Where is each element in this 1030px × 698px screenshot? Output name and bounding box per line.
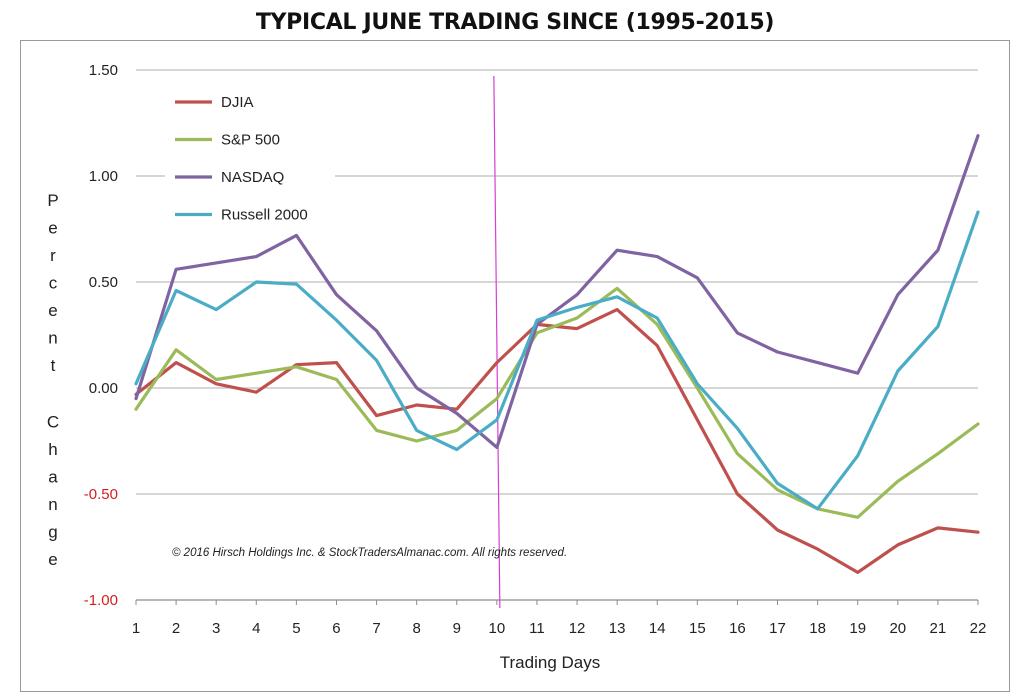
x-tick-label: 1 — [132, 620, 140, 637]
x-axis-ticks: 1 2 3 4 5 6 7 8 9 10 11 12 13 14 15 16 17 18 19 20 21 22 — [132, 600, 987, 637]
x-tick-label: 11 — [529, 620, 545, 637]
y-axis-label-char: C — [47, 413, 59, 432]
x-tick-label: 18 — [809, 620, 826, 637]
marker-line — [493, 75, 501, 609]
legend-background — [165, 82, 335, 227]
y-axis-label-char: n — [48, 495, 57, 514]
x-tick-label: 16 — [729, 620, 746, 637]
y-axis-label-char: n — [48, 329, 57, 348]
x-tick-label: 12 — [569, 620, 586, 637]
x-tick-label: 5 — [292, 620, 300, 637]
series-line-nasdaq — [134, 134, 980, 449]
series-line-russell-2000 — [134, 210, 980, 511]
y-axis-label-char: P — [47, 191, 58, 210]
y-tick-label: 1.50 — [89, 62, 118, 79]
y-axis-ticks: 1.50 1.00 0.50 0.00 -0.50 -1.00 — [84, 62, 118, 609]
legend: DJIA S&P 500 NASDAQ Russell 2000 — [175, 94, 308, 224]
legend-label: Russell 2000 — [221, 207, 308, 224]
series-lines — [134, 134, 980, 575]
x-tick-label: 6 — [332, 620, 340, 637]
x-tick-label: 22 — [970, 620, 987, 637]
y-tick-label: -1.00 — [84, 592, 118, 609]
y-axis-label-char: e — [48, 550, 57, 569]
y-axis-label-char: e — [48, 219, 57, 238]
series-line-s-p-500 — [134, 286, 980, 519]
day-marker — [493, 75, 501, 609]
y-tick-label: 0.50 — [89, 274, 118, 291]
y-axis-label-char: g — [48, 523, 57, 542]
legend-label: NASDAQ — [221, 169, 284, 186]
legend-label: S&P 500 — [221, 132, 280, 149]
y-tick-label: -0.50 — [84, 486, 118, 503]
x-tick-label: 13 — [609, 620, 626, 637]
y-axis-label-char: h — [48, 440, 57, 459]
legend-box — [165, 82, 335, 227]
y-axis-label-char: e — [48, 301, 57, 320]
x-tick-label: 3 — [212, 620, 220, 637]
y-tick-label: 1.00 — [89, 168, 118, 185]
x-tick-label: 9 — [453, 620, 461, 637]
x-tick-label: 15 — [689, 620, 706, 637]
x-tick-label: 2 — [172, 620, 180, 637]
chart-title: TYPICAL JUNE TRADING SINCE (1995-2015) — [255, 10, 775, 35]
x-axis-label: Trading Days — [500, 653, 600, 672]
y-axis-label-char: c — [49, 274, 58, 293]
x-tick-label: 20 — [889, 620, 906, 637]
x-tick-label: 8 — [412, 620, 420, 637]
legend-label: DJIA — [221, 94, 254, 111]
y-tick-label: 0.00 — [89, 380, 118, 397]
x-tick-label: 19 — [849, 620, 866, 637]
y-axis-label-char: a — [48, 468, 58, 487]
series-line-djia — [134, 308, 980, 575]
copyright-annotation: © 2016 Hirsch Holdings Inc. & StockTrade… — [172, 547, 567, 559]
y-axis-label-char: t — [51, 356, 56, 375]
y-axis-label-char: r — [50, 246, 56, 265]
x-tick-label: 21 — [930, 620, 947, 637]
x-tick-label: 10 — [489, 620, 506, 637]
x-tick-label: 17 — [769, 620, 786, 637]
x-tick-label: 7 — [372, 620, 380, 637]
x-tick-label: 4 — [252, 620, 260, 637]
x-tick-label: 14 — [649, 620, 666, 637]
